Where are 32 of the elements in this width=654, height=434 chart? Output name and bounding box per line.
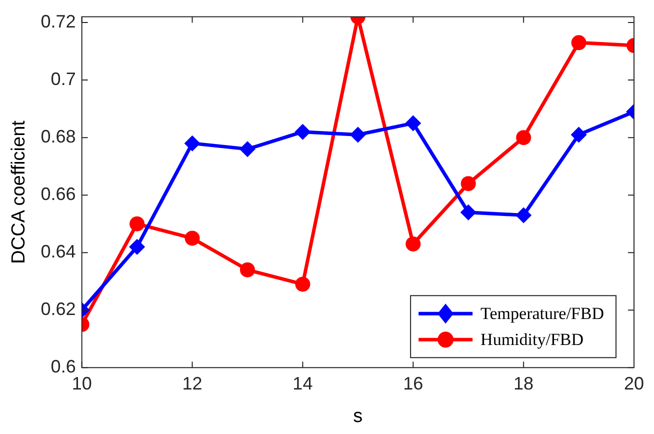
x-axis-title: s <box>353 406 363 427</box>
point <box>460 204 476 220</box>
legend-label: Humidity/FBD <box>480 330 584 350</box>
x-tick-label: 16 <box>403 373 424 394</box>
point <box>570 126 587 143</box>
legend-label: Temperature/FBD <box>480 304 604 324</box>
point <box>350 126 366 143</box>
point <box>571 35 586 50</box>
point <box>239 141 256 158</box>
y-tick-label: 0.64 <box>40 242 76 262</box>
point <box>240 262 255 278</box>
point <box>294 124 311 140</box>
point <box>295 276 310 292</box>
y-tick-label: 0.66 <box>40 184 76 204</box>
point <box>406 236 421 252</box>
point <box>130 216 145 232</box>
y-tick-label: 0.7 <box>50 69 76 90</box>
point <box>460 176 476 192</box>
y-tick-label: 0.62 <box>40 299 76 320</box>
point <box>405 115 422 132</box>
point <box>516 130 532 146</box>
y-tick-label: 0.68 <box>40 126 76 147</box>
y-axis-title: DCCA coefficient <box>8 120 30 264</box>
point <box>516 207 532 224</box>
y-tick-label: 0.72 <box>40 12 76 32</box>
point <box>184 135 200 152</box>
x-tick-label: 14 <box>292 373 313 394</box>
point <box>129 238 146 255</box>
point <box>184 230 200 246</box>
x-tick-label: 20 <box>624 373 644 394</box>
x-tick-label: 12 <box>182 373 202 394</box>
x-tick-label: 18 <box>514 373 534 394</box>
